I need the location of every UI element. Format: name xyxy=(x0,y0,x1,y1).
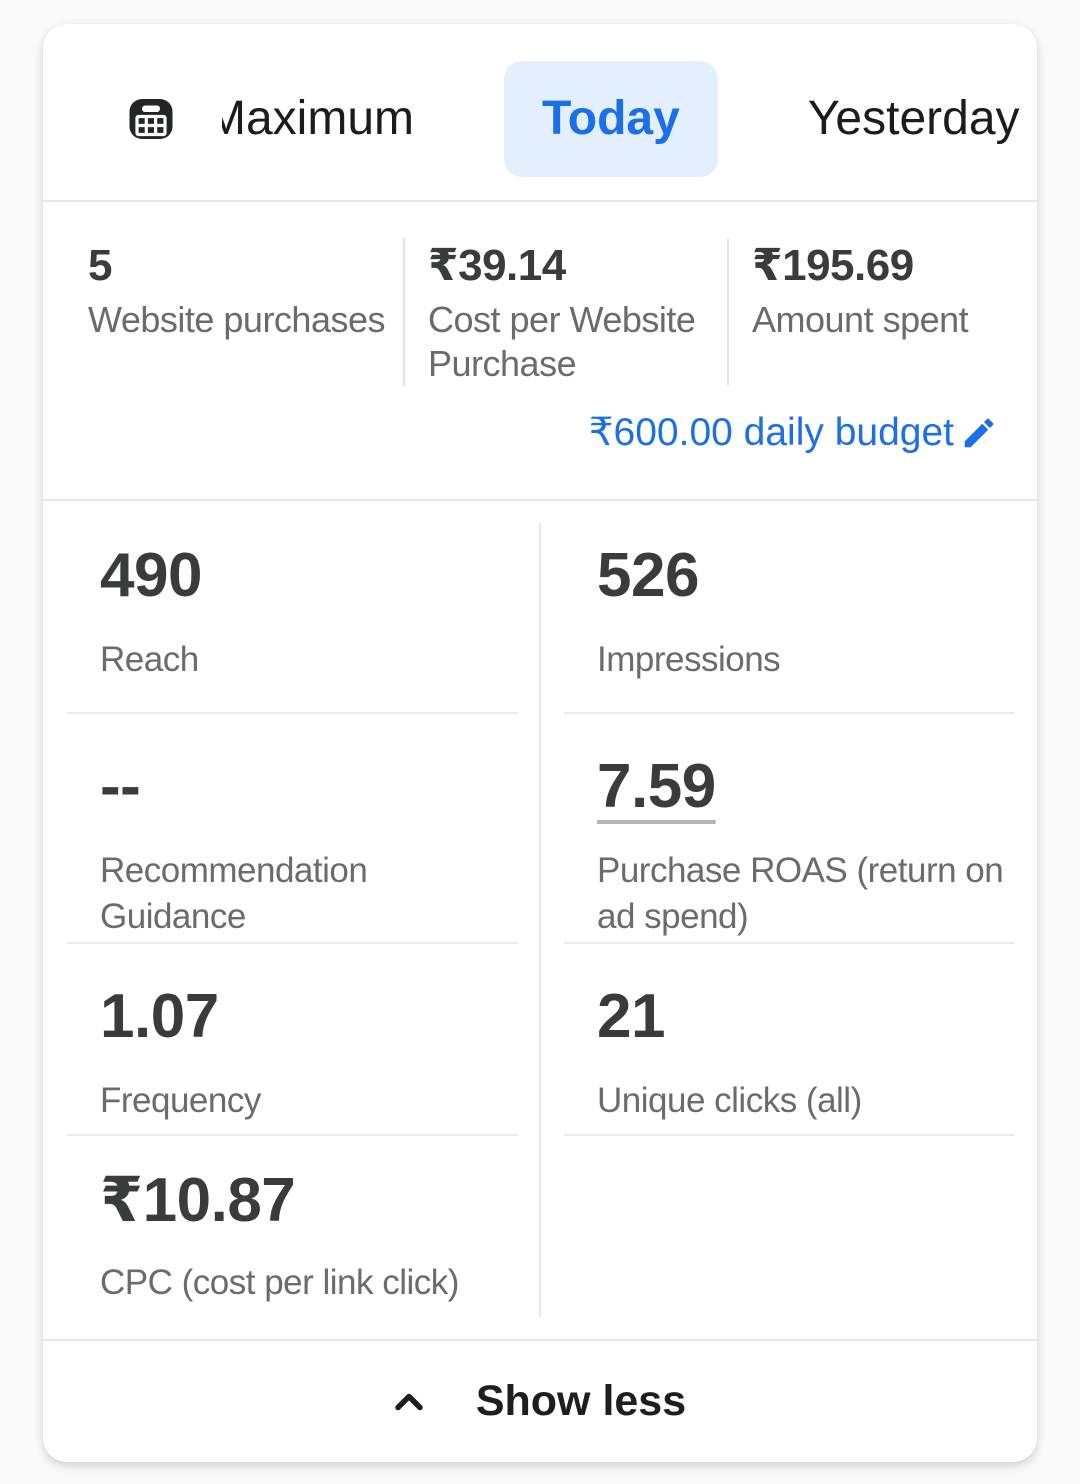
show-less-label: Show less xyxy=(475,1377,687,1425)
metric-value: 21 xyxy=(597,982,665,1051)
tab-maximum[interactable]: Maximum xyxy=(222,92,415,145)
pencil-icon[interactable] xyxy=(960,414,998,452)
metric-value: -- xyxy=(100,752,141,821)
metric-label: Impressions xyxy=(597,640,781,679)
metric-label: Frequency xyxy=(100,1081,261,1120)
tab-strip: Maximum Today Yesterday xyxy=(222,61,1037,177)
metric-cell-empty xyxy=(540,1136,1037,1339)
metric-cell-impressions: 526 Impressions xyxy=(540,501,1037,714)
stat-label: Amount spent xyxy=(752,299,969,340)
summary-stats-row: 5 Website purchases ₹39.14 Cost per Webs… xyxy=(43,202,1037,386)
metric-value: 1.07 xyxy=(100,982,219,1051)
daily-budget-row: ₹600.00 daily budget xyxy=(43,386,1037,499)
metric-cell-cpc: ₹10.87 CPC (cost per link click) xyxy=(43,1136,540,1339)
daily-budget-link[interactable]: ₹600.00 daily budget xyxy=(588,411,954,454)
metric-cell-frequency: 1.07 Frequency xyxy=(43,944,540,1136)
metric-label: Purchase ROAS (return on ad spend) xyxy=(597,851,1004,936)
metric-label: CPC (cost per link click) xyxy=(100,1263,459,1302)
date-range-tabs-row: Maximum Today Yesterday xyxy=(43,24,1037,200)
divider-under-summary xyxy=(43,499,1037,501)
stat-cost-per-purchase: ₹39.14 Cost per Website Purchase xyxy=(403,238,727,386)
metric-cell-reach: 490 Reach xyxy=(43,501,540,714)
metrics-card: Maximum Today Yesterday 5 Website purcha… xyxy=(43,24,1037,1462)
chevron-up-icon xyxy=(395,1393,423,1410)
metric-value-underlined[interactable]: 7.59 xyxy=(597,752,716,821)
metric-label: Reach xyxy=(100,640,199,679)
stat-label: Cost per Website Purchase xyxy=(428,299,696,384)
metric-value: 526 xyxy=(597,541,699,610)
stat-value: ₹39.14 xyxy=(428,241,566,290)
metric-cell-recommendation-guidance: -- Recommendation Guidance xyxy=(43,714,540,944)
metric-cell-unique-clicks: 21 Unique clicks (all) xyxy=(540,944,1037,1136)
tab-scroll-area[interactable]: Maximum Today Yesterday xyxy=(222,61,1037,177)
divider-above-footer xyxy=(43,1339,1037,1341)
metric-label: Recommendation Guidance xyxy=(100,851,368,936)
stat-value: 5 xyxy=(88,241,112,290)
tab-yesterday[interactable]: Yesterday xyxy=(807,92,1020,145)
metric-cell-purchase-roas: 7.59 Purchase ROAS (return on ad spend) xyxy=(540,714,1037,944)
tab-today[interactable]: Today xyxy=(504,61,718,177)
stat-amount-spent: ₹195.69 Amount spent xyxy=(727,238,992,386)
show-less-button[interactable]: Show less xyxy=(43,1341,1037,1462)
metric-value: 490 xyxy=(100,541,202,610)
divider-under-tabs xyxy=(43,200,1037,202)
metric-value: ₹10.87 xyxy=(100,1166,296,1235)
metrics-grid: 490 Reach 526 Impressions -- Recommendat… xyxy=(43,501,1037,1339)
calendar-grid-icon[interactable] xyxy=(128,96,174,142)
metric-label: Unique clicks (all) xyxy=(597,1081,862,1120)
stat-website-purchases: 5 Website purchases xyxy=(88,238,403,386)
stat-value: ₹195.69 xyxy=(752,241,914,290)
stat-label: Website purchases xyxy=(88,299,386,340)
